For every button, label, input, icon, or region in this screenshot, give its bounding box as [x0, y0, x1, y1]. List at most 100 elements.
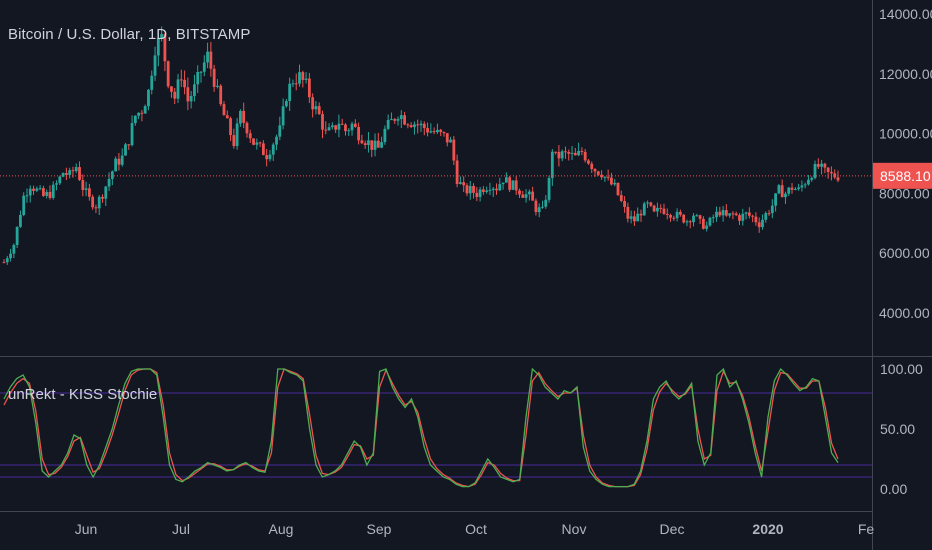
- candle-body: [15, 226, 19, 245]
- candle-body: [229, 118, 232, 136]
- last-price-badge: [873, 162, 932, 189]
- candle-body: [744, 212, 748, 214]
- candle-body: [68, 170, 72, 175]
- candle-body: [823, 163, 827, 168]
- candle-body: [219, 85, 223, 105]
- indicator-title: unRekt - KISS Stochie: [8, 386, 158, 403]
- candle-body: [376, 140, 380, 148]
- candle-body: [678, 211, 682, 215]
- candle-body: [767, 213, 771, 215]
- candle-body: [577, 150, 581, 156]
- candle-body: [508, 177, 512, 190]
- candle-body: [22, 195, 26, 215]
- indicator-axis-tick-label: 0.00: [880, 481, 907, 497]
- candle-body: [701, 218, 705, 229]
- candle-body: [596, 171, 600, 175]
- candle-body: [396, 119, 400, 121]
- candle-body: [514, 180, 518, 191]
- candle-body: [429, 131, 433, 133]
- candle-body: [731, 213, 735, 215]
- candle-body: [724, 210, 728, 216]
- candle-body: [606, 176, 610, 178]
- candle-body: [836, 177, 840, 181]
- candle-body: [580, 150, 584, 152]
- candle-body: [800, 185, 804, 188]
- candle-body: [71, 170, 75, 172]
- candle-body: [133, 115, 137, 124]
- candle-body: [350, 123, 354, 131]
- candle-body: [754, 216, 758, 223]
- candle-body: [284, 101, 288, 107]
- price-axis-tick-label: 14000.00: [879, 6, 932, 22]
- candle-body: [475, 192, 479, 197]
- candle-body: [685, 221, 689, 223]
- candle-body: [810, 178, 814, 180]
- candle-body: [550, 151, 554, 179]
- candle-body: [485, 190, 489, 192]
- candle-body: [340, 123, 344, 125]
- candle-body: [498, 184, 502, 191]
- candle-body: [669, 214, 672, 218]
- candle-body: [784, 193, 787, 198]
- candle-body: [127, 144, 131, 146]
- candle-body: [265, 155, 269, 160]
- candle-body: [449, 139, 452, 143]
- candle-body: [255, 142, 259, 145]
- time-axis-tick-label: Dec: [660, 521, 685, 537]
- candle-body: [45, 191, 49, 196]
- candle-body: [524, 194, 528, 198]
- price-axis-tick-label: 10000.00: [879, 126, 932, 142]
- candle-body: [600, 174, 603, 178]
- candle-body: [455, 160, 459, 184]
- candle-body: [275, 136, 278, 145]
- candle-body: [629, 216, 633, 219]
- candle-body: [672, 217, 676, 219]
- candle-body: [544, 199, 548, 207]
- candle-body: [787, 187, 791, 194]
- candle-body: [353, 123, 357, 127]
- time-axis-tick-label: Nov: [562, 521, 587, 537]
- candle-body: [120, 155, 124, 165]
- candle-body: [193, 84, 196, 97]
- candle-body: [298, 72, 301, 84]
- price-axis-tick-label: 8000.00: [879, 185, 930, 201]
- candle-body: [816, 164, 820, 167]
- candle-body: [268, 154, 272, 160]
- price-axis-tick-label: 12000.00: [879, 66, 932, 82]
- candle-body: [242, 110, 246, 123]
- candle-body: [12, 244, 16, 254]
- candle-body: [81, 179, 85, 190]
- candle-body: [734, 213, 738, 216]
- candle-body: [206, 51, 209, 63]
- candle-body: [557, 151, 561, 159]
- candle-body: [439, 129, 443, 133]
- indicator-axis-tick-label: 100.00: [880, 361, 923, 377]
- candle-body: [803, 184, 807, 186]
- candle-body: [807, 179, 810, 185]
- candle-body: [764, 213, 768, 220]
- candle-body: [409, 125, 413, 128]
- candle-body: [393, 119, 397, 121]
- candle-body: [232, 135, 236, 147]
- candle-body: [623, 200, 626, 207]
- candle-body: [445, 133, 449, 143]
- candle-body: [222, 104, 226, 116]
- candle-body: [656, 207, 659, 212]
- candle-body: [360, 140, 364, 144]
- candle-body: [58, 176, 62, 184]
- candle-body: [603, 176, 607, 178]
- candle-body: [176, 79, 180, 99]
- candle-body: [518, 190, 521, 195]
- price-axis-tick-label: 6000.00: [879, 245, 930, 261]
- candle-body: [747, 212, 751, 216]
- candle-body: [61, 173, 65, 177]
- candle-body: [527, 191, 531, 195]
- candle-body: [74, 167, 78, 172]
- candle-body: [639, 213, 643, 216]
- candle-body: [777, 185, 781, 194]
- candle-body: [347, 130, 351, 132]
- candle-body: [642, 203, 646, 216]
- candle-body: [419, 123, 423, 126]
